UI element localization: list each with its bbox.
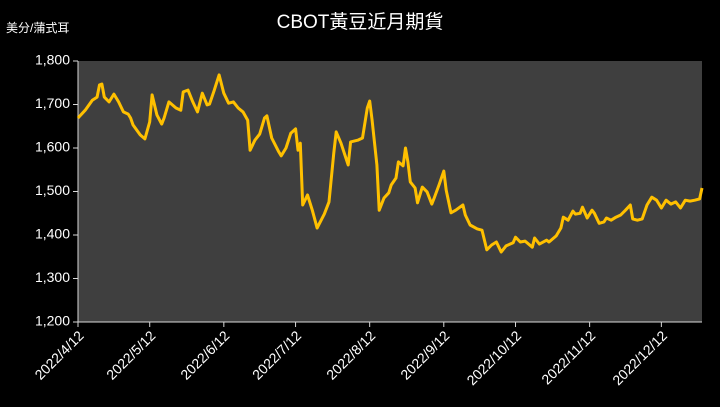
y-tick-label: 1,800	[35, 52, 70, 68]
x-tick-label: 2022/12/12	[609, 327, 670, 388]
y-axis-label: 美分/蒲式耳	[6, 21, 69, 35]
x-tick-label: 2022/4/12	[31, 327, 87, 383]
x-tick-label: 2022/5/12	[103, 327, 159, 383]
x-tick-label: 2022/8/12	[323, 327, 379, 383]
x-tick-label: 2022/9/12	[397, 327, 453, 383]
x-tick-label: 2022/7/12	[249, 327, 305, 383]
x-tick-label: 2022/6/12	[177, 327, 233, 383]
data-line	[76, 73, 704, 254]
y-tick-label: 1,200	[35, 313, 70, 329]
chart-title: CBOT黃豆近月期貨	[277, 11, 444, 33]
y-tick-label: 1,700	[35, 95, 70, 111]
y-tick-label: 1,400	[35, 226, 70, 242]
y-tick-label: 1,600	[35, 139, 70, 155]
x-tick-label: 2022/11/12	[538, 327, 598, 387]
y-tick-label: 1,500	[35, 182, 70, 198]
x-tick-label: 2022/10/12	[463, 327, 524, 388]
y-tick-label: 1,300	[35, 269, 70, 285]
